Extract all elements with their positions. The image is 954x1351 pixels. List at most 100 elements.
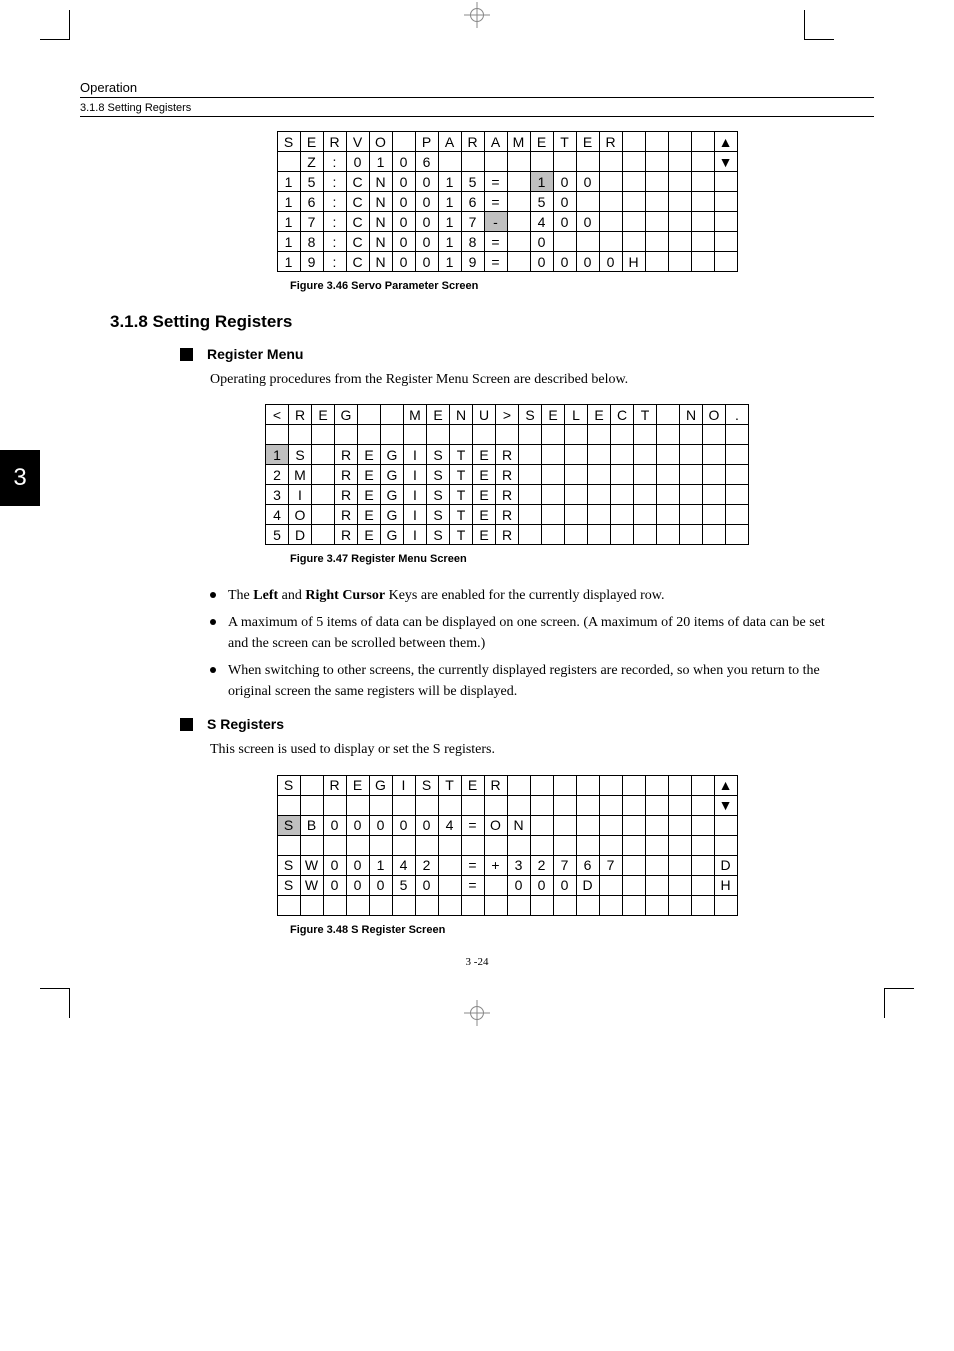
grid-cell: 6 (300, 192, 323, 212)
grid-cell (519, 485, 542, 505)
grid-cell: 0 (507, 875, 530, 895)
grid-cell (415, 795, 438, 815)
grid-cell: 1 (438, 252, 461, 272)
grid-cell: 2 (530, 855, 553, 875)
grid-cell: 0 (369, 875, 392, 895)
grid-cell (645, 212, 668, 232)
grid-cell (645, 172, 668, 192)
grid-cell: 6 (415, 152, 438, 172)
grid-cell (645, 835, 668, 855)
grid-cell: S (427, 445, 450, 465)
grid-cell (507, 192, 530, 212)
grid-cell: O (484, 815, 507, 835)
grid-cell (668, 875, 691, 895)
grid-cell (576, 775, 599, 795)
grid-cell (542, 525, 565, 545)
grid-cell: 0 (369, 815, 392, 835)
grid-cell (680, 525, 703, 545)
grid-cell: R (323, 775, 346, 795)
square-bullet-icon (180, 718, 193, 731)
grid-cell (519, 425, 542, 445)
grid-cell: V (346, 132, 369, 152)
grid-cell (427, 425, 450, 445)
grid-cell (645, 815, 668, 835)
grid-cell (714, 815, 737, 835)
grid-cell (714, 895, 737, 915)
grid-cell: S (519, 405, 542, 425)
grid-cell: = (461, 855, 484, 875)
grid-cell: 0 (392, 152, 415, 172)
grid-cell: : (323, 252, 346, 272)
grid-cell (484, 895, 507, 915)
grid-cell (565, 505, 588, 525)
grid-cell: 1 (369, 855, 392, 875)
grid-cell: E (473, 505, 496, 525)
grid-cell (622, 815, 645, 835)
grid-cell (553, 232, 576, 252)
grid-cell: 6 (576, 855, 599, 875)
grid-cell: 0 (415, 875, 438, 895)
grid-cell: S (289, 445, 312, 465)
grid-cell (622, 152, 645, 172)
grid-cell (680, 425, 703, 445)
grid-cell (312, 485, 335, 505)
grid-cell: U (473, 405, 496, 425)
grid-cell: S (427, 465, 450, 485)
grid-cell (691, 775, 714, 795)
grid-cell (473, 425, 496, 445)
grid-cell (519, 465, 542, 485)
grid-cell (599, 775, 622, 795)
s-register-table: SREGISTER▲▼SB000004=ONSW00142=+32767DSW0… (277, 775, 738, 916)
grid-cell (289, 425, 312, 445)
grid-cell (622, 775, 645, 795)
grid-cell (645, 252, 668, 272)
grid-cell (611, 505, 634, 525)
grid-cell (645, 232, 668, 252)
grid-cell: 5 (530, 192, 553, 212)
grid-cell (323, 835, 346, 855)
grid-cell (507, 895, 530, 915)
grid-cell (312, 525, 335, 545)
grid-cell: R (335, 485, 358, 505)
grid-cell: 0 (323, 875, 346, 895)
grid-cell: + (484, 855, 507, 875)
grid-cell (312, 505, 335, 525)
grid-cell: R (335, 445, 358, 465)
grid-cell (726, 525, 749, 545)
grid-cell (300, 895, 323, 915)
grid-cell: E (588, 405, 611, 425)
grid-cell (657, 525, 680, 545)
grid-cell (622, 212, 645, 232)
grid-cell (714, 232, 737, 252)
grid-cell (461, 795, 484, 815)
grid-cell: T (438, 775, 461, 795)
grid-cell (622, 795, 645, 815)
registration-bottom (468, 1004, 486, 1022)
grid-cell: N (680, 405, 703, 425)
grid-cell: C (346, 232, 369, 252)
grid-cell: G (381, 505, 404, 525)
grid-cell (611, 445, 634, 465)
grid-cell (519, 445, 542, 465)
grid-cell (507, 212, 530, 232)
grid-cell (668, 232, 691, 252)
grid-cell (691, 815, 714, 835)
grid-cell (358, 405, 381, 425)
grid-cell: T (450, 445, 473, 465)
register-menu-table: <REGMENU>SELECTNO.1SREGISTER2MREGISTER3I… (265, 404, 749, 545)
grid-cell (714, 212, 737, 232)
grid-cell (335, 425, 358, 445)
grid-cell (346, 795, 369, 815)
grid-cell: = (484, 192, 507, 212)
grid-cell: 2 (415, 855, 438, 875)
grid-cell (530, 835, 553, 855)
grid-cell (611, 525, 634, 545)
grid-cell (565, 445, 588, 465)
grid-cell: O (289, 505, 312, 525)
grid-cell: 0 (392, 212, 415, 232)
grid-cell: 6 (461, 192, 484, 212)
grid-cell: E (312, 405, 335, 425)
grid-cell: 0 (553, 192, 576, 212)
grid-cell: T (634, 405, 657, 425)
grid-cell: G (381, 445, 404, 465)
